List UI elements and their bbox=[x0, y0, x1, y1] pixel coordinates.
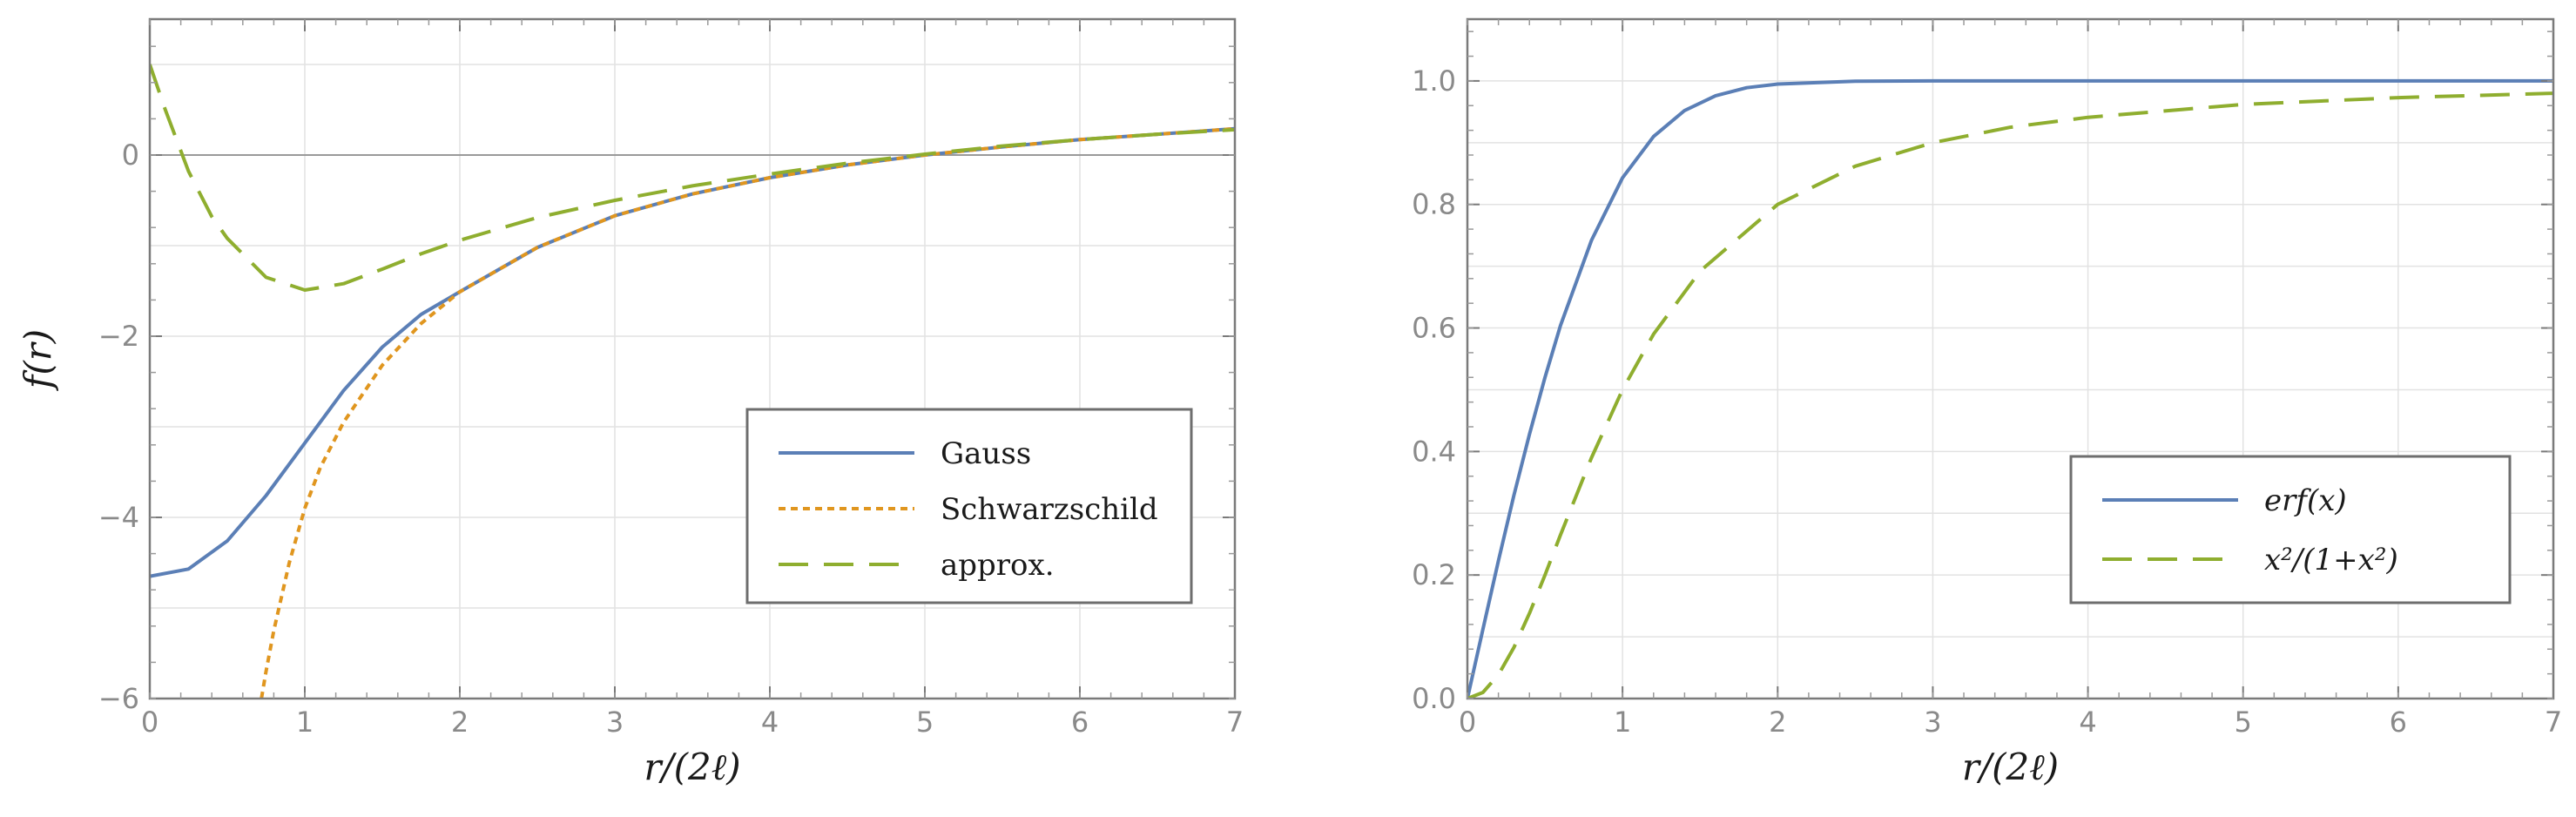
x-tick-label: 4 bbox=[2079, 706, 2096, 739]
x-axis-label: r/(2ℓ) bbox=[1962, 746, 2059, 788]
x-axis-label: r/(2ℓ) bbox=[644, 746, 740, 788]
series-line-1 bbox=[1467, 91, 2553, 699]
legend-box bbox=[745, 408, 1193, 604]
series-line-2 bbox=[150, 64, 1235, 292]
x-tick-label: 7 bbox=[1226, 706, 1244, 739]
y-tick-label: 0.8 bbox=[1412, 188, 1456, 221]
y-tick-label: 0 bbox=[122, 138, 139, 172]
x-tick-label: 6 bbox=[1071, 706, 1089, 739]
y-tick-label: −6 bbox=[98, 682, 139, 715]
chart-left: 0 1 2 3 4 5 6 7 −6 −4 −2 0 r/(2ℓ) f(r) Gauss Schwarzsch… bbox=[17, 17, 1244, 788]
legend-box bbox=[2069, 455, 2512, 604]
x-tick-label: 1 bbox=[296, 706, 314, 739]
y-tick-label: 0.4 bbox=[1412, 435, 1456, 468]
legend-label-2: approx. bbox=[941, 548, 1055, 583]
plot-frame bbox=[148, 17, 1237, 700]
x-tick-label: 3 bbox=[1924, 706, 1941, 739]
y-axis-label: f(r) bbox=[17, 329, 59, 391]
x-tick-label: 2 bbox=[451, 706, 469, 739]
x-tick-label: 0 bbox=[141, 706, 158, 739]
x-tick-label: 5 bbox=[916, 706, 934, 739]
y-tick-label: 0.2 bbox=[1412, 558, 1456, 591]
legend-label-0: Gauss bbox=[941, 436, 1031, 471]
series-line-1 bbox=[260, 126, 1235, 699]
series-line-0 bbox=[1467, 78, 2553, 699]
x-tick-label: 6 bbox=[2390, 706, 2407, 739]
y-tick-label: 0.0 bbox=[1412, 682, 1456, 715]
plot-frame bbox=[1466, 17, 2555, 700]
y-tick-label: 0.6 bbox=[1412, 312, 1456, 345]
y-tick-label: −4 bbox=[98, 501, 139, 534]
x-tick-label: 2 bbox=[1769, 706, 1786, 739]
legend-label-1: x²/(1+x²) bbox=[2264, 543, 2398, 577]
x-tick-label: 7 bbox=[2545, 706, 2562, 739]
x-tick-label: 4 bbox=[761, 706, 779, 739]
x-tick-label: 3 bbox=[606, 706, 624, 739]
legend-label-1: Schwarzschild bbox=[941, 492, 1158, 527]
x-tick-label: 1 bbox=[1614, 706, 1631, 739]
x-tick-label: 5 bbox=[2235, 706, 2252, 739]
y-tick-label: −2 bbox=[98, 320, 139, 353]
y-tick-label: 1.0 bbox=[1412, 64, 1456, 98]
chart-right: 0 1 2 3 4 5 6 7 0.0 0.2 0.4 0.6 0.8 1.0 r/(2ℓ) erf(x) x²… bbox=[1412, 17, 2562, 788]
x-tick-label: 0 bbox=[1459, 706, 1476, 739]
legend-label-0: erf(x) bbox=[2264, 483, 2347, 518]
